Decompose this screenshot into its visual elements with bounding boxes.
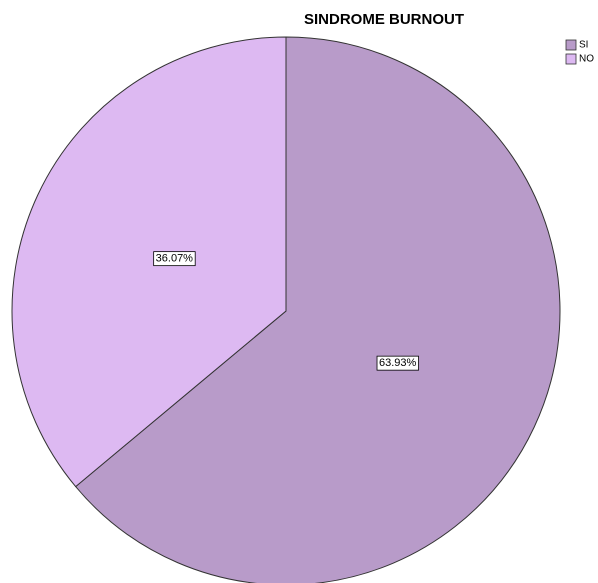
legend-swatch (565, 53, 577, 65)
data-label-box (376, 355, 419, 371)
legend-swatch (565, 39, 577, 51)
chart-title: SINDROME BURNOUT (304, 11, 464, 28)
legend-label: NO (579, 54, 594, 65)
pie-slice (74, 36, 561, 583)
data-label: 36.07% (156, 253, 194, 265)
data-label-box (153, 251, 196, 267)
legend-label: SI (579, 40, 588, 51)
data-label: 63.93% (379, 357, 417, 369)
pie-slice (11, 36, 287, 488)
